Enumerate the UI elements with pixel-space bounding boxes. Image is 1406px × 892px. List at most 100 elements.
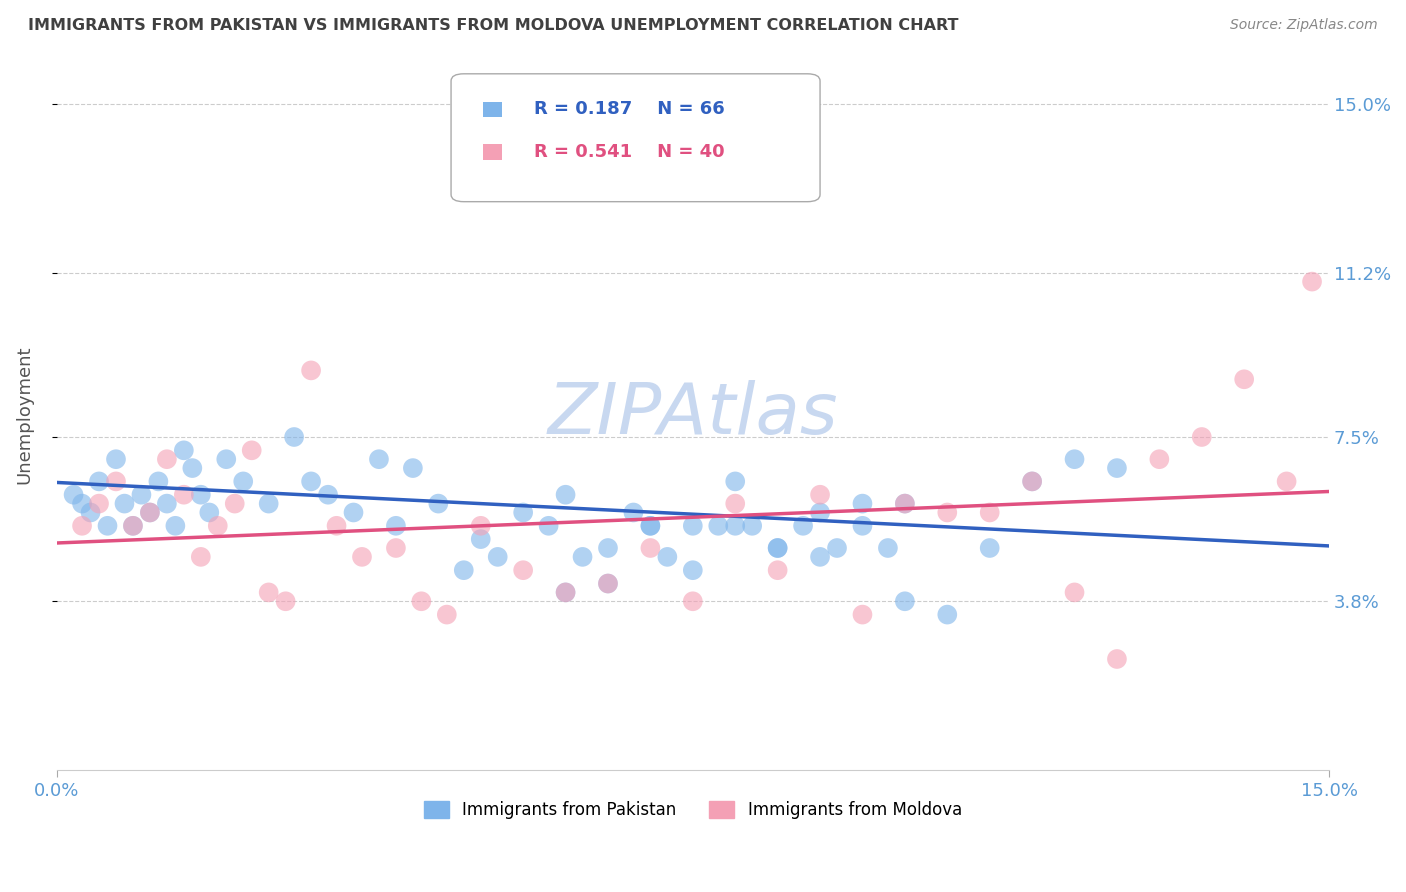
Point [104,452,127,467]
Point [96,518,118,533]
Point [224,497,246,511]
Point [808,488,831,502]
Point [470,532,492,546]
Point [851,607,873,622]
Point [657,549,679,564]
Text: R = 0.541    N = 40: R = 0.541 N = 40 [534,143,724,161]
Point [682,518,704,533]
Point [385,518,408,533]
Point [470,141,492,155]
Point [808,549,831,564]
Point [70,497,93,511]
Point [114,497,136,511]
Point [724,475,747,489]
Point [851,518,873,533]
Point [299,475,322,489]
Point [682,594,704,608]
Point [368,452,391,467]
Point [596,541,619,555]
Point [453,563,475,577]
Point [640,541,662,555]
Point [79,506,101,520]
Point [1063,452,1085,467]
Point [724,518,747,533]
Point [240,443,263,458]
Point [623,506,645,520]
Point [707,518,730,533]
Text: Source: ZipAtlas.com: Source: ZipAtlas.com [1230,18,1378,32]
Point [232,475,254,489]
Point [1063,585,1085,599]
Point [554,585,576,599]
Point [139,506,162,520]
Point [894,497,917,511]
Point [156,497,179,511]
Legend: Immigrants from Pakistan, Immigrants from Moldova: Immigrants from Pakistan, Immigrants fro… [418,794,969,826]
Point [1301,275,1323,289]
Point [766,563,789,577]
Point [1021,475,1043,489]
Point [537,518,560,533]
Point [198,506,221,520]
Point [283,430,305,444]
Point [316,488,339,502]
Point [122,518,145,533]
Point [257,497,280,511]
Point [724,497,747,511]
Point [512,163,534,178]
Point [470,518,492,533]
Point [325,518,347,533]
Y-axis label: Unemployment: Unemployment [15,345,32,484]
Point [131,488,153,502]
Point [486,549,509,564]
Point [207,518,229,533]
Point [87,475,110,489]
Point [165,518,187,533]
Point [640,518,662,533]
Point [894,497,917,511]
Point [596,576,619,591]
Point [936,506,959,520]
Point [1105,652,1128,666]
Point [936,607,959,622]
Point [571,549,593,564]
Point [512,563,534,577]
Point [402,461,425,475]
Point [257,585,280,599]
Point [181,461,204,475]
Point [741,518,763,533]
Text: ZIPAtlas: ZIPAtlas [547,380,838,450]
Point [808,506,831,520]
Point [70,518,93,533]
Point [979,541,1001,555]
Point [427,497,450,511]
Point [1021,475,1043,489]
Point [1149,452,1171,467]
Point [766,541,789,555]
Point [979,506,1001,520]
Point [62,488,84,502]
Point [436,607,458,622]
Point [1191,430,1213,444]
Point [766,541,789,555]
Point [190,549,212,564]
Point [894,594,917,608]
Point [215,452,238,467]
Point [512,506,534,520]
Point [554,585,576,599]
Point [1233,372,1256,386]
Bar [482,102,502,117]
Point [139,506,162,520]
Point [411,594,433,608]
Point [682,563,704,577]
Point [792,518,814,533]
Point [156,452,179,467]
Point [190,488,212,502]
Point [299,363,322,377]
Point [1275,475,1298,489]
Point [173,443,195,458]
Point [385,541,408,555]
Point [173,488,195,502]
FancyBboxPatch shape [451,74,820,202]
Point [350,549,373,564]
